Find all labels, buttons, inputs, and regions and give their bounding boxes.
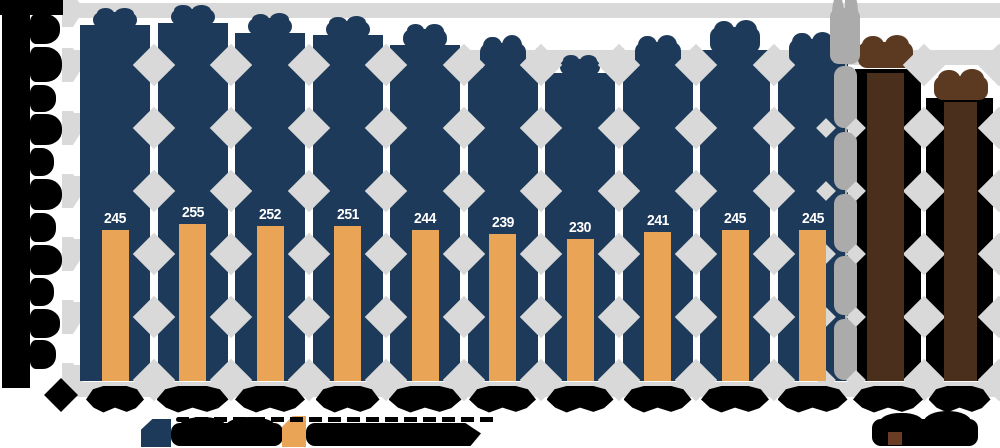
y-axis-tick-label-obscured — [30, 148, 54, 176]
bar-value-label: 241 — [646, 212, 669, 230]
y-axis-tick-label-obscured — [30, 245, 62, 275]
x-axis-label-obscured — [86, 386, 144, 413]
projection-divider-label-obscured — [830, 0, 860, 64]
bar-data-label-obscured — [788, 31, 837, 65]
gridline-edge-ornament — [62, 111, 84, 145]
bar-data-label-obscured — [479, 35, 526, 70]
gridline-edge-ornament — [62, 174, 84, 208]
bar-value-label: 245 — [801, 209, 824, 227]
y-axis-tick-label-obscured — [30, 179, 62, 210]
bar-data-label-obscured — [634, 34, 681, 68]
bar-value-label: 239 — [491, 213, 514, 231]
bar-projected-brown — [867, 72, 904, 381]
x-axis-label-obscured — [853, 386, 923, 413]
y-axis-tick-label-obscured — [30, 340, 56, 369]
bar-orange — [101, 229, 129, 381]
gridline-edge-ornament — [62, 48, 84, 82]
y-axis-tick-label-obscured — [30, 47, 62, 82]
bar-data-label-obscured — [93, 7, 137, 28]
bar-value-label: 244 — [414, 210, 436, 228]
legend-swatch-projected — [888, 432, 902, 445]
gridline-band — [62, 3, 1000, 18]
projection-divider-label-obscured — [833, 66, 857, 128]
y-axis-tick-label-obscured — [30, 114, 62, 145]
legend-label-obscured-1 — [171, 416, 283, 446]
bar-value-label: 245 — [724, 209, 746, 227]
bar-data-label-obscured — [934, 69, 988, 100]
y-axis-title-obscured — [2, 0, 30, 388]
x-axis-label-obscured — [156, 386, 229, 413]
projection-divider-label-obscured — [833, 256, 857, 315]
bar-value-label: 251 — [336, 206, 359, 224]
bar-value-label: 252 — [259, 205, 281, 223]
projection-divider-label-obscured — [833, 194, 857, 252]
y-axis-tick-label-obscured — [30, 213, 56, 242]
bar-data-label-obscured — [858, 34, 913, 68]
bar-orange — [256, 225, 284, 381]
bar-orange — [799, 229, 826, 381]
bar-orange — [566, 239, 594, 381]
x-axis-label-obscured — [777, 386, 848, 413]
x-axis-label-obscured — [315, 386, 380, 413]
x-axis-label-obscured — [235, 386, 305, 413]
bar-orange — [489, 233, 516, 381]
bar-value-label: 255 — [181, 203, 204, 221]
x-axis-label-obscured — [388, 386, 462, 413]
bar-data-label-obscured — [710, 19, 760, 53]
y-axis-tick-label-obscured — [30, 309, 60, 338]
x-axis-label-obscured — [546, 386, 614, 413]
x-axis-label-obscured — [469, 386, 536, 413]
legend-underline-obscured — [176, 417, 496, 422]
projection-divider-line — [844, 0, 847, 380]
bar-orange — [334, 226, 361, 381]
bar-data-label-obscured — [248, 13, 292, 35]
gridline-edge-ornament — [62, 237, 84, 271]
gridline-edge-ornament — [62, 300, 84, 334]
bar-projected-brown — [944, 102, 977, 381]
bar-data-label-obscured — [560, 54, 600, 75]
projection-divider-label-obscured — [833, 132, 857, 190]
bar-orange — [721, 229, 749, 381]
projection-divider-label-obscured — [833, 341, 857, 380]
y-axis-tick-label-obscured — [30, 278, 54, 306]
x-axis-label-obscured — [928, 386, 991, 413]
y-axis-tick-label-obscured — [30, 85, 56, 112]
bar-orange — [644, 232, 671, 381]
bar-data-label-obscured — [170, 4, 215, 25]
y-axis-top-label-obscured — [0, 0, 63, 15]
legend-label-obscured-2 — [306, 423, 481, 446]
legend-swatch-series1 — [141, 419, 171, 447]
bar-value-label: 230 — [569, 219, 591, 237]
bar-orange — [411, 230, 439, 381]
bar-data-label-obscured — [403, 23, 447, 48]
bar-value-label: 245 — [104, 209, 126, 227]
x-axis-label-obscured — [701, 386, 769, 413]
bar-orange — [179, 223, 206, 381]
y-axis-tick-label-obscured — [30, 14, 60, 44]
x-axis-label-obscured — [623, 386, 692, 413]
bar-data-label-obscured — [325, 16, 370, 38]
